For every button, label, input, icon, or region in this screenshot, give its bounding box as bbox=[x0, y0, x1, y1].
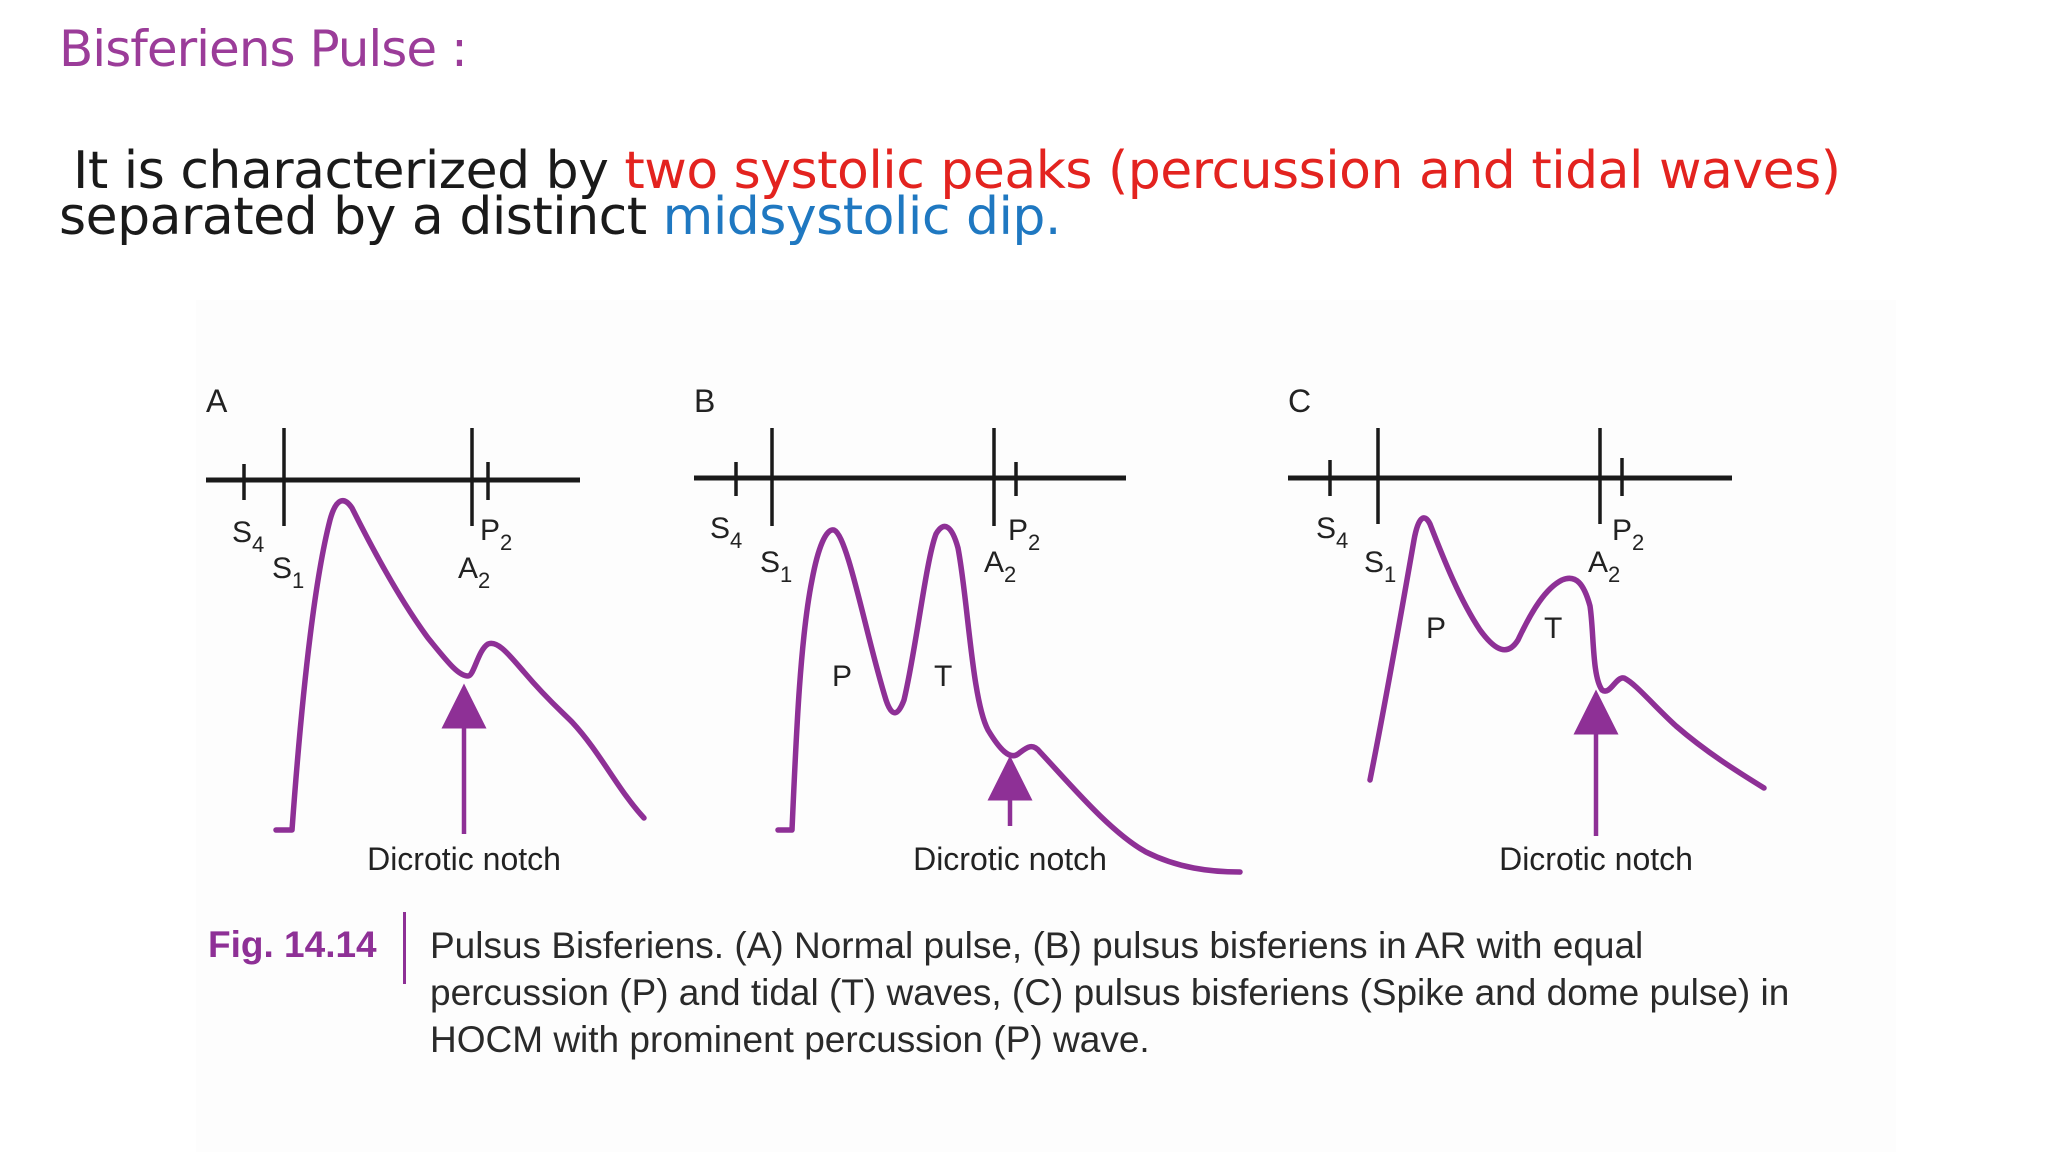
panel-b-s1-label: S1 bbox=[760, 546, 792, 587]
panel-b-a2-label: A2 bbox=[984, 546, 1016, 587]
figure-caption-label: Fig. 14.14 bbox=[208, 924, 377, 965]
panel-b-letter: B bbox=[694, 383, 715, 419]
body-line-1-text: It is characterized by bbox=[73, 141, 625, 201]
panel-c: C S4 S1 P2 A2 P T Dicrotic notch bbox=[1288, 383, 1767, 877]
panel-a-notch-label: Dicrotic notch bbox=[367, 841, 561, 877]
panel-c-pulse-curve bbox=[1367, 515, 1767, 791]
panel-a-s1-label: S1 bbox=[272, 552, 304, 593]
figure-caption-text: Pulsus Bisferiens. (A) Normal pulse, (B)… bbox=[430, 925, 1790, 1060]
body-text: It is characterized by two systolic peak… bbox=[59, 145, 1959, 243]
panel-c-t-label: T bbox=[1544, 612, 1562, 645]
panel-a-s4-label: S4 bbox=[232, 516, 264, 557]
panel-c-p2-label: P2 bbox=[1612, 514, 1644, 555]
panel-a-letter: A bbox=[206, 383, 228, 419]
panel-b-t-label: T bbox=[934, 660, 952, 693]
panel-a: A S4 S1 P2 A2 Dicrotic notch bbox=[206, 383, 647, 877]
panel-a-p2-label: P2 bbox=[480, 514, 512, 555]
panel-c-p-label: P bbox=[1426, 612, 1446, 645]
panel-c-a2-label: A2 bbox=[1588, 546, 1620, 587]
panel-b-p2-label: P2 bbox=[1008, 514, 1040, 555]
panel-a-pulse-curve bbox=[273, 498, 647, 833]
highlight-midsystolic-dip: midsystolic dip. bbox=[662, 187, 1062, 247]
body-line-2: separated by a distinct midsystolic dip. bbox=[59, 191, 1959, 243]
highlight-systolic-peaks: two systolic peaks (percussion and tidal… bbox=[624, 141, 1841, 201]
body-line-1: It is characterized by two systolic peak… bbox=[59, 145, 1959, 197]
body-line-2-text: separated by a distinct bbox=[59, 187, 663, 247]
panel-c-letter: C bbox=[1288, 383, 1311, 419]
panel-c-notch-label: Dicrotic notch bbox=[1499, 841, 1693, 877]
panel-b-p-label: P bbox=[832, 660, 852, 693]
panel-c-s4-label: S4 bbox=[1316, 512, 1348, 553]
slide-title: Bisferiens Pulse : bbox=[59, 20, 468, 78]
panel-c-s1-label: S1 bbox=[1364, 546, 1396, 587]
panel-a-a2-label: A2 bbox=[458, 552, 490, 593]
panel-b: B S4 S1 P2 A2 P T Dicrotic notch bbox=[694, 383, 1243, 877]
panel-b-pulse-curve bbox=[775, 523, 1243, 875]
panel-b-s4-label: S4 bbox=[710, 512, 742, 553]
panel-b-notch-label: Dicrotic notch bbox=[913, 841, 1107, 877]
caption-divider bbox=[403, 912, 406, 984]
